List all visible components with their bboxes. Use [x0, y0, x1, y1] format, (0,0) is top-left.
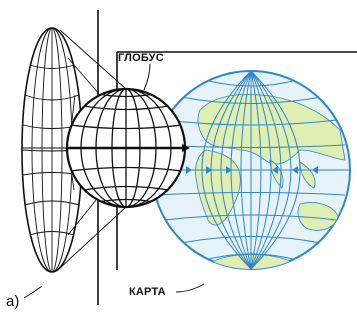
globe-label: ГЛОБУС: [118, 52, 164, 64]
map-equator-arrows: [186, 166, 318, 174]
globe-equator-arrow: [182, 144, 190, 152]
globe: [65, 87, 190, 209]
figure-label: а): [6, 293, 20, 310]
flat-map: [151, 70, 351, 270]
map-label: КАРТА: [129, 286, 166, 298]
label-leaders: [23, 63, 205, 299]
